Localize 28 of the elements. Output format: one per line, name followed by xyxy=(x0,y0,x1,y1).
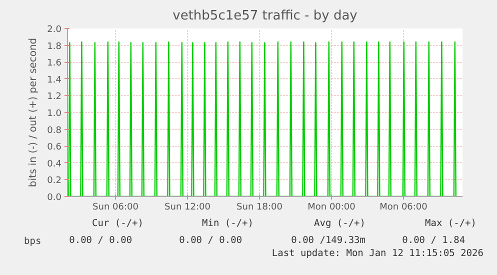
x-tick-label: Sun 18:00 xyxy=(236,202,283,212)
y-tick-label: 2.0 xyxy=(47,25,62,35)
text: 0.00 / 0.00 xyxy=(69,235,132,246)
y-tick-label: 1.2 xyxy=(47,92,62,102)
y-tick-label: 1.4 xyxy=(47,75,62,86)
chart-title: vethb5c1e57 traffic - by day xyxy=(172,8,358,24)
y-tick-label: 0.4 xyxy=(47,159,62,170)
text: Max (-/+) xyxy=(425,218,477,229)
text: bps xyxy=(24,236,42,247)
x-tick-label: Sun 06:00 xyxy=(92,202,139,212)
y-tick-label: 1.6 xyxy=(47,58,62,69)
y-tick-label: 1.8 xyxy=(47,42,62,52)
text: Cur (-/+) xyxy=(92,218,144,229)
x-tick-label: Sun 12:00 xyxy=(164,202,211,212)
y-tick-label: 0.2 xyxy=(47,176,62,186)
y-tick-label: 0.0 xyxy=(47,193,62,203)
text: 0.00 / 0.00 xyxy=(179,235,242,246)
y-axis-title: bits in (-) / out (+) per second xyxy=(28,38,40,188)
x-tick-label: Mon 00:00 xyxy=(308,202,356,212)
y-tick-label: 0.6 xyxy=(47,142,62,153)
text: 0.00 /149.33m xyxy=(291,235,366,246)
y-tick-label: 0.8 xyxy=(47,126,62,136)
text: 0.00 / 1.84 xyxy=(402,235,466,246)
y-tick-label: 1.0 xyxy=(47,109,62,119)
text: Avg (-/+) xyxy=(314,218,366,229)
text: Min (-/+) xyxy=(202,218,254,229)
x-tick-label: Mon 06:00 xyxy=(380,202,428,212)
text: Last update: Mon Jan 12 11:15:05 2026 xyxy=(272,248,484,259)
